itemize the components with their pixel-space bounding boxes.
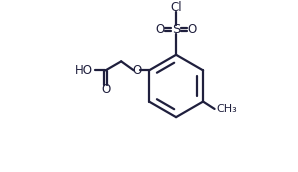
Text: S: S	[172, 23, 180, 36]
Text: O: O	[155, 23, 164, 36]
Text: CH₃: CH₃	[217, 104, 238, 114]
Text: O: O	[187, 23, 197, 36]
Text: Cl: Cl	[170, 1, 182, 14]
Text: HO: HO	[75, 64, 93, 77]
Text: O: O	[101, 83, 110, 96]
Text: O: O	[132, 64, 141, 77]
